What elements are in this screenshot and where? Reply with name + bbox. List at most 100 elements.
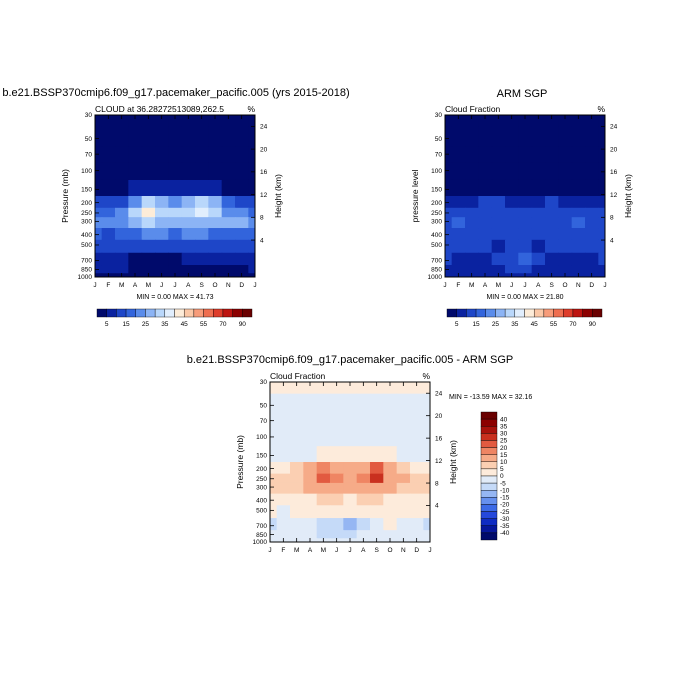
heatmap-cell (168, 228, 183, 241)
y-tick-label: 500 (431, 242, 442, 249)
heatmap-cell (370, 382, 384, 395)
heatmap-cell (491, 146, 506, 163)
colorbar-swatch (480, 418, 498, 427)
heatmap-cell (115, 146, 129, 163)
colorbar-label: 30 (500, 431, 508, 438)
y-tick-label: 1000 (253, 539, 268, 546)
colorbar-swatch (145, 308, 156, 318)
heatmap-cell (445, 228, 453, 241)
y-tick-label: 50 (435, 136, 443, 143)
heatmap-cell (303, 446, 318, 463)
heatmap-cell (128, 196, 143, 209)
heatmap-cell (356, 493, 371, 506)
heatmap-cell (221, 252, 236, 266)
heatmap-cell (383, 462, 398, 475)
heatmap-cell (370, 518, 384, 531)
heatmap-cell (531, 179, 546, 197)
y-right-tick-label: 8 (435, 480, 439, 487)
heatmap-cell (478, 126, 493, 147)
heatmap-cell (316, 505, 331, 519)
y-tick-label: 250 (256, 476, 267, 483)
heatmap-cell (478, 228, 493, 241)
heatmap-cell (115, 115, 129, 128)
colorbar-swatch (203, 308, 214, 318)
heatmap-cell (128, 207, 143, 218)
heatmap-cell (141, 146, 156, 163)
colorbar-label: 90 (239, 321, 247, 328)
heatmap-cell (168, 252, 183, 266)
heatmap-cell (598, 126, 605, 147)
y-tick-label: 200 (256, 466, 267, 473)
heatmap-cell (518, 207, 533, 218)
stats-text: MIN = -13.59 MAX = 32.16 (449, 394, 532, 401)
heatmap-cell (505, 239, 519, 254)
heatmap-cell (383, 382, 398, 395)
y-axis-label: Pressure (mb) (60, 169, 70, 223)
heatmap-cell (235, 239, 249, 254)
heatmap-cell (585, 162, 599, 181)
heatmap-cell (370, 482, 384, 495)
colorbar-swatch (480, 475, 498, 484)
heatmap-cell (141, 196, 156, 209)
y-right-tick-label: 24 (610, 124, 618, 131)
heatmap-cell (316, 393, 331, 414)
panel-model: CLOUD at 36.28272513089,262.5 % J F M A M J J A S O… (60, 104, 283, 328)
heatmap-cell (221, 179, 236, 197)
heatmap-cell (276, 473, 291, 484)
x-tick-label: O (212, 282, 217, 289)
heatmap-cell (95, 252, 103, 266)
y-tick-label: 100 (256, 434, 267, 441)
colorbar-swatch (96, 308, 107, 318)
heatmap-cell (181, 239, 196, 254)
heatmap-cell (235, 162, 249, 181)
heatmap-cell (141, 217, 156, 229)
heatmap-cell (290, 482, 304, 495)
heatmap-cell (356, 530, 371, 539)
heatmap-cell (383, 518, 398, 531)
colorbar-swatch (213, 308, 224, 318)
y-tick-label: 70 (260, 418, 268, 425)
colorbar-label: 40 (500, 416, 508, 423)
heatmap-cell (101, 115, 116, 128)
heatmap-cell (235, 126, 249, 147)
title-right: ARM SGP (497, 88, 548, 100)
y-right-tick-label: 20 (260, 146, 268, 153)
heatmap-cell (585, 126, 599, 147)
heatmap-cell (343, 446, 358, 463)
heatmap-cell (248, 115, 255, 128)
x-tick-label: F (106, 282, 110, 289)
heatmap-cell (585, 146, 599, 163)
heatmap-cell (155, 228, 169, 241)
heatmap-cell (181, 228, 196, 241)
heatmap-cell (276, 482, 291, 495)
heatmap-cell (558, 196, 573, 209)
y-tick-label: 50 (85, 136, 93, 143)
heatmap-cell (343, 473, 358, 484)
heatmap-cell (451, 217, 466, 229)
heatmap-cell (585, 217, 599, 229)
heatmap-cell (303, 505, 318, 519)
heatmap-cell (598, 228, 605, 241)
heatmap-cell (410, 482, 424, 495)
subtitle-right: % (247, 104, 255, 114)
heatmap-cell (276, 393, 291, 414)
heatmap-cell (330, 493, 344, 506)
heatmap-cell (445, 179, 453, 197)
heatmap-cell (571, 239, 586, 254)
heatmap-cell (505, 217, 519, 229)
heatmap-cell (95, 273, 103, 277)
heatmap-cell (330, 382, 344, 395)
heatmap-cell (290, 412, 304, 430)
heatmap-cell (410, 505, 424, 519)
heatmap-cell (95, 115, 103, 128)
heatmap-cell (478, 239, 493, 254)
heatmap-cell (518, 115, 533, 128)
heatmap-cell (571, 265, 586, 274)
heatmap-cell (195, 146, 209, 163)
heatmap-cell (396, 462, 411, 475)
heatmap-cell (316, 382, 331, 395)
colorbar-swatch (533, 308, 545, 318)
colorbar-swatch (514, 308, 525, 318)
x-tick-label: J (173, 282, 176, 289)
heatmap-cell (330, 428, 344, 447)
